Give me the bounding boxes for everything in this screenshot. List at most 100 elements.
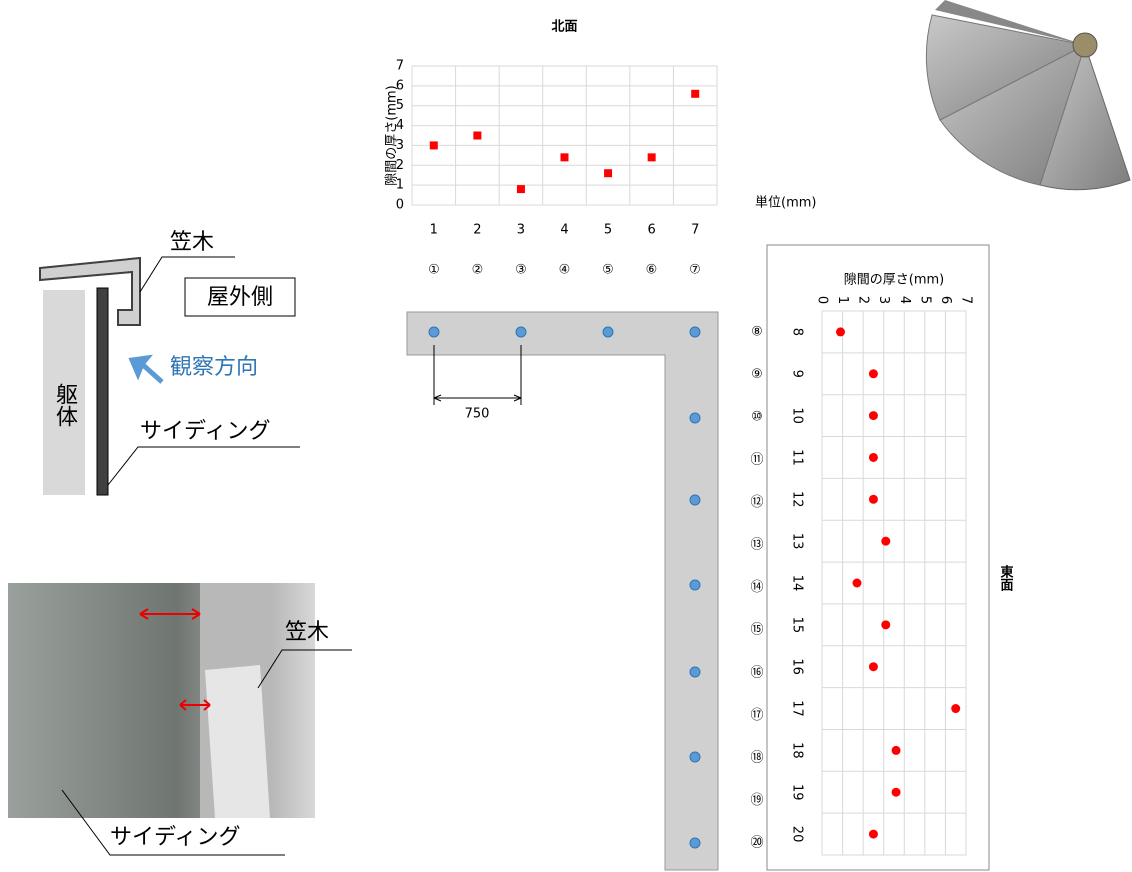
point-marker: ⑧ <box>751 325 763 340</box>
label: サイディング <box>140 419 270 444</box>
point <box>868 452 878 462</box>
x-tick-label: 5 <box>604 223 612 238</box>
axis-title: 隙間の厚さ(mm) <box>844 273 944 288</box>
y-tick-label: 6 <box>396 78 404 93</box>
point-marker: ⑬ <box>750 538 763 553</box>
point <box>868 411 878 421</box>
dimension: 750 <box>465 407 490 422</box>
y-tick-label: 3 <box>396 138 404 153</box>
point <box>891 745 901 755</box>
y-tick-label: 7 <box>396 59 404 74</box>
x-tick-label: 0 <box>815 296 830 304</box>
x-tick-label: 1 <box>430 223 438 238</box>
section-diagram: 笠木 屋外側 観察方向 躯体 サイディング <box>39 230 300 496</box>
point-marker: ⑥ <box>646 263 658 278</box>
y-tick-label: 18 <box>790 742 805 759</box>
point-marker: ⑤ <box>602 263 614 278</box>
photo: 笠木 サイディング <box>8 583 352 856</box>
point <box>836 327 846 337</box>
point-marker: ⑭ <box>750 580 763 595</box>
x-tick-label: 7 <box>691 223 699 238</box>
chart-title: 東面 <box>998 564 1014 592</box>
point-marker: ⑯ <box>750 665 763 680</box>
point-marker: ⑩ <box>751 410 763 425</box>
point-marker: ⑮ <box>750 623 763 638</box>
label: 屋外側 <box>207 285 273 310</box>
y-tick-label: 2 <box>396 158 404 173</box>
x-tick-label: 2 <box>473 223 481 238</box>
y-tick-label: 11 <box>790 449 805 466</box>
point-marker: ⑲ <box>750 793 763 808</box>
y-tick-label: 14 <box>790 575 805 592</box>
label: 躯体 <box>52 383 78 427</box>
point-marker: ④ <box>559 263 571 278</box>
point <box>881 536 891 546</box>
point <box>881 620 891 630</box>
y-tick-label: 17 <box>790 700 805 717</box>
x-tick-label: 4 <box>560 223 568 238</box>
y-tick-label: 8 <box>790 328 805 336</box>
point-marker: ⑦ <box>689 263 701 278</box>
y-tick-label: 4 <box>396 118 404 133</box>
point-marker: ⑪ <box>750 452 763 467</box>
point <box>868 494 878 504</box>
axis-title: 隙間の厚さ(mm) <box>385 85 400 185</box>
feeler-gauge <box>925 0 1131 191</box>
y-tick-label: 13 <box>790 533 805 550</box>
point <box>691 89 700 98</box>
x-tick-label: 5 <box>917 296 932 304</box>
y-tick-label: 10 <box>790 407 805 424</box>
y-tick-label: 19 <box>790 784 805 801</box>
body-wall <box>43 290 85 495</box>
plot-area <box>411 65 718 206</box>
label: サイディング <box>110 825 240 850</box>
x-tick-label: 7 <box>959 296 974 304</box>
chart-title: 北面 <box>551 20 577 35</box>
point-marker: ② <box>472 263 484 278</box>
label: 観察方向 <box>170 355 258 380</box>
x-tick-label: 3 <box>517 223 525 238</box>
y-tick-label: 15 <box>790 617 805 634</box>
x-tick-label: 3 <box>876 296 891 304</box>
plan-wall <box>406 311 719 871</box>
point <box>868 369 878 379</box>
point <box>647 153 656 162</box>
point-marker: ⑫ <box>750 495 763 510</box>
point-marker: ⑱ <box>750 751 763 766</box>
siding <box>96 287 109 496</box>
point <box>951 704 961 714</box>
y-tick-label: 16 <box>790 658 805 675</box>
point <box>604 169 613 178</box>
kasagi <box>39 256 141 326</box>
label: 笠木 <box>285 620 329 645</box>
unit-note: 単位(mm) <box>755 195 816 211</box>
point-marker: ⑰ <box>750 708 763 723</box>
y-tick-label: 5 <box>396 98 404 113</box>
point <box>891 787 901 797</box>
measure-points <box>428 326 701 849</box>
x-tick-label: 4 <box>897 296 912 304</box>
point <box>868 829 878 839</box>
point <box>473 131 482 140</box>
x-tick-label: 6 <box>938 296 953 304</box>
point <box>868 662 878 672</box>
east-chart-frame <box>766 244 990 871</box>
point-marker: ③ <box>515 263 527 278</box>
point <box>429 141 438 150</box>
y-tick-label: 9 <box>790 370 805 378</box>
y-tick-label: 12 <box>790 491 805 508</box>
point <box>516 185 525 194</box>
x-tick-label: 1 <box>835 296 850 304</box>
point <box>852 578 862 588</box>
x-tick-label: 6 <box>648 223 656 238</box>
y-tick-label: 1 <box>396 178 404 193</box>
x-tick-label: 2 <box>856 296 871 304</box>
point-marker: ⑳ <box>750 836 763 851</box>
point-marker: ⑨ <box>751 367 763 382</box>
label: 笠木 <box>170 230 214 255</box>
y-tick-label: 0 <box>396 198 404 213</box>
point <box>560 153 569 162</box>
point-marker: ① <box>428 263 440 278</box>
plot-area <box>821 310 967 856</box>
